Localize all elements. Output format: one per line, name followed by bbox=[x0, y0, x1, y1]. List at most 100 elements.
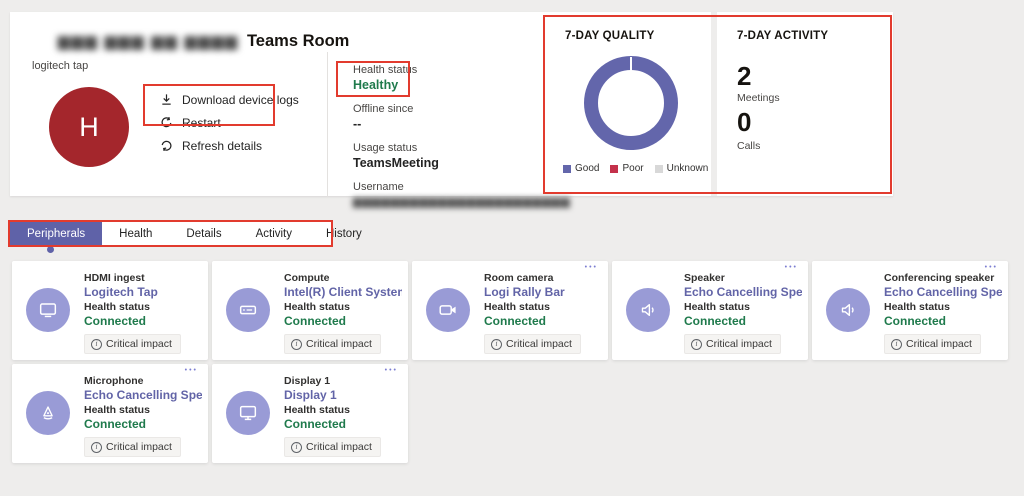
device-type-label: logitech tap bbox=[32, 60, 89, 72]
info-icon: i bbox=[91, 338, 102, 350]
badge-label: Critical impact bbox=[106, 441, 172, 453]
meetings-count: 2 bbox=[737, 61, 752, 91]
speaker-icon bbox=[826, 288, 870, 332]
health-status-value: Connected bbox=[684, 314, 747, 328]
tab-details[interactable]: Details bbox=[186, 227, 222, 240]
tab-peripherals[interactable]: Peripherals bbox=[10, 222, 103, 245]
activity-title: 7-DAY ACTIVITY bbox=[737, 30, 829, 42]
download-device-logs-button[interactable]: Download device logs bbox=[160, 89, 299, 110]
peripheral-name-link[interactable]: Echo Cancelling Speakerp... bbox=[84, 388, 202, 402]
critical-impact-badge: i Critical impact bbox=[284, 437, 381, 457]
unknown-swatch bbox=[654, 164, 663, 173]
device-info-column: Health status Healthy Offline since -- U… bbox=[353, 64, 571, 219]
health-status-label: Health status bbox=[84, 301, 150, 313]
legend-label: Good bbox=[575, 163, 600, 174]
health-status-value: Connected bbox=[484, 314, 547, 328]
legend-item-good: Good bbox=[563, 163, 599, 174]
calls-count: 0 bbox=[737, 107, 752, 137]
health-status-value: Healthy bbox=[353, 78, 399, 92]
more-options-icon[interactable] bbox=[785, 264, 798, 271]
critical-impact-badge: i Critical impact bbox=[484, 334, 581, 354]
health-status-value: Connected bbox=[884, 314, 947, 328]
health-status-label: Health status bbox=[684, 301, 750, 313]
peripheral-name-link[interactable]: Logi Rally Bar bbox=[484, 285, 565, 299]
peripheral-name-link[interactable]: Echo Cancelling Speakerp... bbox=[684, 285, 802, 299]
peripheral-type: Speaker bbox=[684, 272, 725, 284]
avatar: H bbox=[49, 87, 129, 167]
peripheral-name-link[interactable]: Intel(R) Client Systems N... bbox=[284, 285, 402, 299]
selected-tab-indicator-dot bbox=[47, 246, 54, 253]
username-field: Username ▆▆▆▆▆▆▆▆▆▆▆▆▆▆▆▆▆▆▆▆▆▆▆ bbox=[353, 181, 571, 208]
display-icon bbox=[26, 288, 70, 332]
restart-icon bbox=[160, 116, 173, 129]
peripheral-name-link[interactable]: Logitech Tap bbox=[84, 285, 158, 299]
camera-icon bbox=[426, 288, 470, 332]
peripheral-card-hdmi-ingest: HDMI ingest Logitech Tap Health status C… bbox=[12, 261, 208, 360]
badge-label: Critical impact bbox=[706, 338, 772, 350]
device-name-redacted: ▆▆▆ ▆▆▆ ▆▆ ▆▆▆▆ bbox=[58, 33, 239, 50]
info-icon: i bbox=[891, 338, 902, 350]
field-label: Health status bbox=[353, 64, 418, 76]
peripheral-card-room-camera: Room camera Logi Rally Bar Health status… bbox=[412, 261, 608, 360]
badge-label: Critical impact bbox=[506, 338, 572, 350]
device-actions: Download device logs Restart Refresh det… bbox=[160, 89, 299, 158]
display-icon bbox=[226, 391, 270, 435]
info-icon: i bbox=[291, 441, 302, 453]
quality-title: 7-DAY QUALITY bbox=[565, 30, 655, 42]
peripheral-card-microphone: Microphone Echo Cancelling Speakerp... H… bbox=[12, 364, 208, 463]
usage-status-field: Usage status TeamsMeeting bbox=[353, 142, 523, 170]
badge-label: Critical impact bbox=[306, 441, 372, 453]
health-status-value: Connected bbox=[84, 417, 147, 431]
peripheral-card-display-1: Display 1 Display 1 Health status Connec… bbox=[212, 364, 408, 463]
username-value-redacted: ▆▆▆▆▆▆▆▆▆▆▆▆▆▆▆▆▆▆▆▆▆▆▆ bbox=[353, 196, 571, 208]
peripheral-card-conferencing-speaker: Conferencing speaker Echo Cancelling Spe… bbox=[812, 261, 1008, 360]
peripheral-type: Room camera bbox=[484, 272, 554, 284]
peripheral-type: Display 1 bbox=[284, 375, 331, 387]
refresh-details-button[interactable]: Refresh details bbox=[160, 135, 299, 156]
meetings-label: Meetings bbox=[737, 92, 780, 104]
critical-impact-badge: i Critical impact bbox=[84, 437, 181, 457]
vertical-divider bbox=[327, 52, 328, 197]
tab-health[interactable]: Health bbox=[119, 227, 153, 240]
more-options-icon[interactable] bbox=[985, 264, 998, 271]
page-title: Teams Room bbox=[246, 32, 350, 50]
peripheral-card-speaker: Speaker Echo Cancelling Speakerp... Heal… bbox=[612, 261, 808, 360]
more-options-icon[interactable] bbox=[385, 367, 398, 374]
health-status-value: Connected bbox=[284, 417, 347, 431]
more-options-icon[interactable] bbox=[185, 367, 198, 374]
info-icon: i bbox=[491, 338, 502, 350]
good-swatch bbox=[563, 164, 571, 173]
critical-impact-badge: i Critical impact bbox=[284, 334, 381, 354]
peripheral-type: Microphone bbox=[84, 375, 144, 387]
health-status-label: Health status bbox=[484, 301, 550, 313]
info-icon: i bbox=[291, 338, 302, 350]
peripheral-type: HDMI ingest bbox=[84, 272, 145, 284]
legend-item-unknown: Unknown bbox=[654, 163, 708, 174]
restart-button[interactable]: Restart bbox=[160, 112, 299, 133]
critical-impact-badge: i Critical impact bbox=[684, 334, 781, 354]
download-icon bbox=[160, 93, 173, 106]
critical-impact-badge: i Critical impact bbox=[84, 334, 181, 354]
legend-label: Poor bbox=[622, 163, 644, 174]
badge-label: Critical impact bbox=[306, 338, 372, 350]
info-icon: i bbox=[91, 441, 102, 453]
tab-bar: Peripherals Health Details Activity Hist… bbox=[10, 222, 362, 245]
info-icon: i bbox=[691, 338, 702, 350]
peripheral-name-link[interactable]: Display 1 bbox=[284, 388, 337, 402]
health-status-label: Health status bbox=[284, 404, 350, 416]
donut-segment-divider bbox=[630, 57, 632, 71]
badge-label: Critical impact bbox=[906, 338, 972, 350]
more-options-icon[interactable] bbox=[585, 264, 598, 271]
tab-history[interactable]: History bbox=[326, 227, 362, 240]
device-title-row: ▆▆▆ ▆▆▆ ▆▆ ▆▆▆▆ Teams Room bbox=[58, 32, 349, 51]
tile-divider bbox=[711, 12, 717, 196]
peripheral-name-link[interactable]: Echo Cancelling Speakerp... bbox=[884, 285, 1002, 299]
health-status-field: Health status Healthy bbox=[353, 64, 523, 92]
tab-activity[interactable]: Activity bbox=[255, 227, 292, 240]
peripheral-type: Conferencing speaker bbox=[884, 272, 995, 284]
action-label: Download device logs bbox=[182, 92, 299, 107]
field-label: Offline since bbox=[353, 103, 414, 115]
legend-item-poor: Poor bbox=[610, 163, 644, 174]
speaker-icon bbox=[626, 288, 670, 332]
action-label: Refresh details bbox=[182, 138, 263, 153]
